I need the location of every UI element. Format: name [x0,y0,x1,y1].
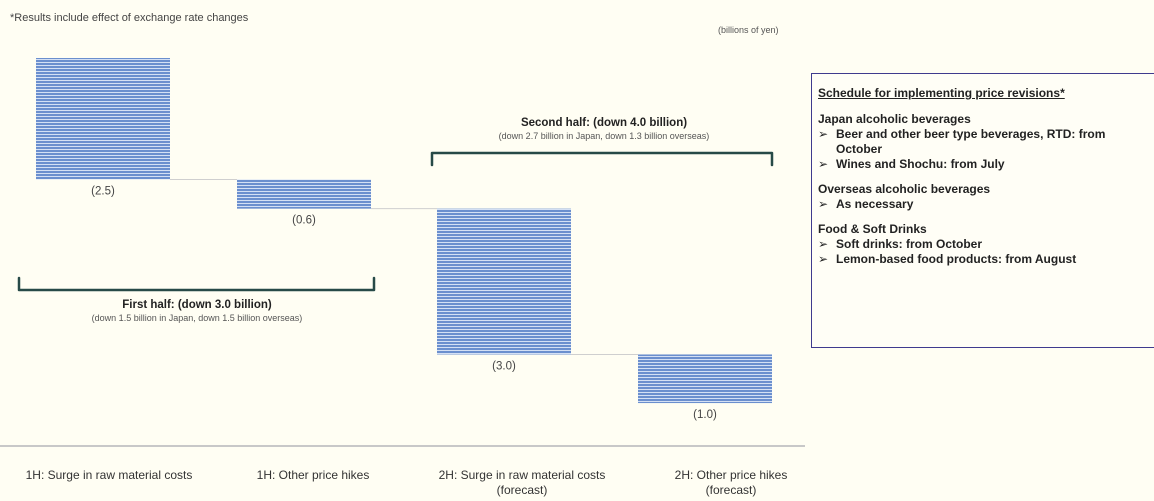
list-item-text: Soft drinks: from October [836,237,983,251]
arrow-bullet-icon: ➢ [818,157,829,171]
list-item-text: Wines and Shochu: from July [836,157,1005,171]
waterfall-chart: (2.5) (0.6) (3.0) (1.0) [0,58,805,447]
category-label-line: 1H: Surge in raw material costs [25,468,193,482]
category-label-2h-other: 2H: Other price hikes (forecast) [652,468,810,498]
bar-4 [638,354,772,404]
bar-3 [437,208,571,355]
list-item-text: Lemon-based food products: from August [836,252,1077,266]
first-half-annotation: First half: (down 3.0 billion) (down 1.5… [20,299,374,323]
bar-2 [237,179,371,209]
category-label-1h-other: 1H: Other price hikes [232,468,394,483]
footnote-exchange-rate: *Results include effect of exchange rate… [10,12,249,24]
section-heading: Japan alcoholic beverages [818,112,971,126]
arrow-bullet-icon: ➢ [818,197,829,211]
list-item-text: As necessary [836,197,914,211]
second-half-title: Second half: (down 4.0 billion) [520,117,688,129]
bar-value-label-1: (2.5) [91,186,115,198]
arrow-bullet-icon: ➢ [818,252,829,266]
bar-1 [36,58,170,180]
category-label-line: (forecast) [496,483,548,497]
bars-layer: (2.5) (0.6) (3.0) (1.0) [36,58,772,421]
list-item: ➢ Soft drinks: from October [818,237,1146,252]
first-half-title: First half: (down 3.0 billion) [122,299,272,311]
category-label-line: 2H: Other price hikes [674,468,788,482]
schedule-title: Schedule for implementing price revision… [818,86,1065,100]
first-half-bracket [17,276,376,292]
category-label-1h-raw: 1H: Surge in raw material costs [0,468,218,483]
category-label-line: 1H: Other price hikes [256,468,370,482]
second-half-annotation: Second half: (down 4.0 billion) (down 2.… [434,117,774,141]
list-item: ➢ As necessary [818,197,1146,212]
schedule-section-japan: Japan alcoholic beverages ➢ Beer and oth… [818,112,1146,172]
list-item-text: Beer and other beer type beverages, RTD:… [836,127,1106,156]
arrow-bullet-icon: ➢ [818,127,829,141]
price-revision-schedule: Schedule for implementing price revision… [811,73,1154,348]
list-item: ➢ Lemon-based food products: from August [818,252,1146,267]
first-half-subtitle: (down 1.5 billion in Japan, down 1.5 bil… [91,313,303,323]
list-item: ➢ Wines and Shochu: from July [818,157,1146,172]
list-item: ➢ Beer and other beer type beverages, RT… [818,127,1146,157]
bar-value-label-3: (3.0) [492,360,516,372]
bar-value-label-4: (1.0) [693,409,717,421]
schedule-section-food: Food & Soft Drinks ➢ Soft drinks: from O… [818,222,1146,267]
unit-label: (billions of yen) [718,25,779,35]
schedule-section-overseas: Overseas alcoholic beverages ➢ As necess… [818,182,1146,212]
category-label-line: (forecast) [705,483,757,497]
category-label-2h-raw: 2H: Surge in raw material costs (forecas… [406,468,638,498]
section-heading: Food & Soft Drinks [818,222,927,236]
arrow-bullet-icon: ➢ [818,237,829,251]
second-half-bracket [430,151,774,167]
second-half-subtitle: (down 2.7 billion in Japan, down 1.3 bil… [498,131,710,141]
section-heading: Overseas alcoholic beverages [818,182,991,196]
category-label-line: 2H: Surge in raw material costs [438,468,606,482]
bar-value-label-2: (0.6) [292,215,316,227]
